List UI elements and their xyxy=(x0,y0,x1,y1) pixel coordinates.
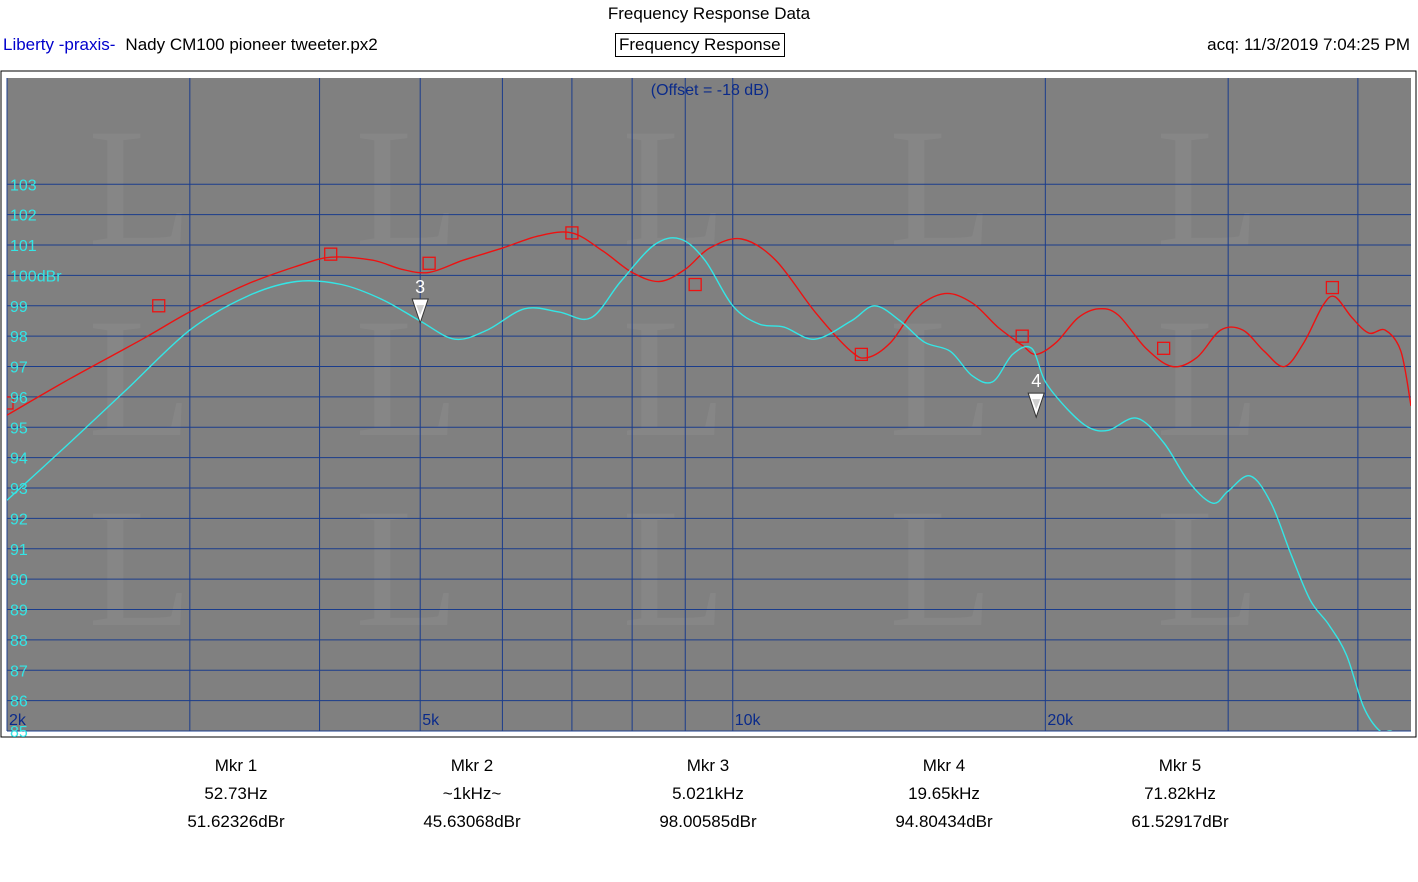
x-tick-label: 10k xyxy=(735,712,762,729)
marker-readout: Mkr 4 19.65kHz 94.80434dBr xyxy=(854,752,1034,836)
series-line-0 xyxy=(7,231,1411,416)
series-point-marker xyxy=(7,396,14,410)
acquisition-timestamp: acq: 11/3/2019 7:04:25 PM xyxy=(1207,35,1410,54)
series-point-marker xyxy=(1325,280,1340,295)
marker-readout: Mkr 1 52.73Hz 51.62326dBr xyxy=(146,752,326,836)
y-tick-label: 87 xyxy=(10,663,28,680)
watermark-glyph: L xyxy=(88,284,192,472)
y-tick-label: 91 xyxy=(10,542,28,559)
series-point-marker xyxy=(854,347,869,362)
y-tick-label: 88 xyxy=(10,633,28,650)
marker-readout-panel: Mkr 1 52.73Hz 51.62326dBr Mkr 2 ~1kHz~ 4… xyxy=(0,752,1418,842)
y-tick-label: 90 xyxy=(10,572,28,589)
marker-name: Mkr 2 xyxy=(450,756,494,775)
y-tick-label: 97 xyxy=(10,360,28,377)
series-point-marker xyxy=(1015,329,1029,343)
chart-marker-layer: 34 xyxy=(411,277,1045,419)
series-layer xyxy=(7,226,1411,731)
marker-number: 4 xyxy=(1031,371,1041,391)
plot-background xyxy=(7,78,1411,731)
y-tick-label: 99 xyxy=(10,299,28,316)
header-left: Liberty -praxis- Nady CM100 pioneer tweet… xyxy=(3,35,378,55)
watermark-glyph: L xyxy=(889,284,993,472)
brand-label: Liberty -praxis- xyxy=(3,35,116,54)
y-tick-label: 96 xyxy=(10,390,28,407)
series-point-marker xyxy=(688,277,702,292)
marker-name: Mkr 4 xyxy=(922,756,966,775)
file-name: Nady CM100 pioneer tweeter.px2 xyxy=(125,35,378,54)
watermark-glyph: L xyxy=(1156,284,1260,472)
marker-frequency: 52.73Hz xyxy=(204,784,268,803)
watermark-glyph: L xyxy=(889,94,993,282)
watermark-glyph: L xyxy=(355,94,459,282)
watermark-glyph: L xyxy=(622,284,726,472)
watermark-glyph: L xyxy=(1156,474,1260,662)
marker-name: Mkr 1 xyxy=(214,756,258,775)
y-tick-label: 94 xyxy=(10,451,28,468)
series-point-marker xyxy=(1156,341,1171,355)
watermark-glyph: L xyxy=(355,284,459,472)
x-tick-label: 5k xyxy=(422,712,440,729)
watermark-glyph: L xyxy=(88,94,192,282)
marker-triangle-inner xyxy=(416,304,425,315)
x-tick-label: 2k xyxy=(9,712,27,729)
grid-lines xyxy=(6,78,1411,732)
frequency-response-chart: L L L L LL L L L LL L L L L 34 858687888990919293949… xyxy=(0,70,1417,738)
y-tick-label: 89 xyxy=(10,603,28,620)
tick-labels: 85 86 87 88 89 90 91 92 93 94 95 96 97 98 99 100dBr 101 1… xyxy=(9,177,1074,738)
y-tick-label: 98 xyxy=(10,329,28,346)
watermark-glyph: L xyxy=(889,474,993,662)
marker-frequency: 71.82kHz xyxy=(1144,784,1216,803)
report-title: Frequency Response Data xyxy=(607,4,811,23)
marker-value: 98.00585dBr xyxy=(659,812,757,831)
marker-number: 3 xyxy=(415,277,425,297)
y-tick-label: 95 xyxy=(10,420,28,437)
marker-frequency: 5.021kHz xyxy=(672,784,744,803)
marker-value: 94.80434dBr xyxy=(895,812,993,831)
marker-value: 45.63068dBr xyxy=(423,812,521,831)
series-point-marker xyxy=(565,226,579,240)
view-mode-button[interactable]: Frequency Response xyxy=(615,33,785,57)
marker-value: 61.52917dBr xyxy=(1131,812,1229,831)
marker-name: Mkr 5 xyxy=(1158,756,1202,775)
marker-triangle-inner xyxy=(1032,399,1041,410)
marker-value: 51.62326dBr xyxy=(187,812,285,831)
y-tick-label: 100dBr xyxy=(10,268,62,285)
watermark-layer: L L L L LL L L L LL L L L L xyxy=(88,94,1260,662)
watermark-glyph: L xyxy=(1156,94,1260,282)
marker-readout: Mkr 3 5.021kHz 98.00585dBr xyxy=(618,752,798,836)
marker-name: Mkr 3 xyxy=(686,756,730,775)
y-tick-label: 92 xyxy=(10,511,28,528)
y-tick-label: 101 xyxy=(10,238,37,255)
watermark-glyph: L xyxy=(622,474,726,662)
y-tick-label: 93 xyxy=(10,481,28,498)
watermark-glyph: L xyxy=(355,474,459,662)
y-tick-label: 86 xyxy=(10,694,28,711)
series-point-marker xyxy=(422,256,436,270)
y-tick-label: 103 xyxy=(10,177,37,194)
marker-frequency: 19.65kHz xyxy=(908,784,980,803)
marker-readout: Mkr 5 71.82kHz 61.52917dBr xyxy=(1090,752,1270,836)
watermark-glyph: L xyxy=(88,474,192,662)
series-point-marker xyxy=(152,299,166,313)
y-tick-label: 85 xyxy=(10,724,28,738)
series-line-1 xyxy=(7,237,1393,731)
marker-frequency: ~1kHz~ xyxy=(442,784,502,803)
watermark-glyph: L xyxy=(622,94,726,282)
offset-label: (Offset = -18 dB) xyxy=(651,82,769,99)
y-tick-label: 102 xyxy=(10,208,37,225)
x-tick-label: 20k xyxy=(1047,712,1074,729)
marker-readout: Mkr 2 ~1kHz~ 45.63068dBr xyxy=(382,752,562,836)
series-point-marker xyxy=(324,247,338,261)
